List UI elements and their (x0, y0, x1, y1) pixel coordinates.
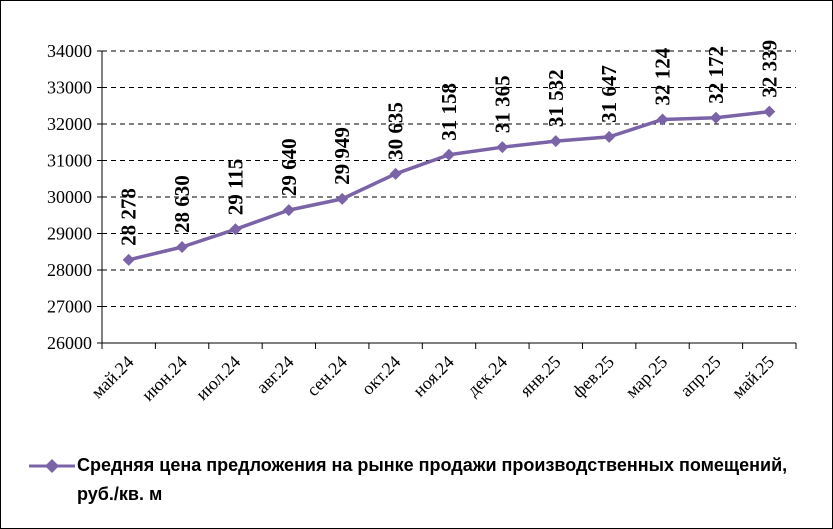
x-tick-label: сен.24 (303, 352, 351, 400)
data-label: 30 635 (384, 102, 408, 160)
data-point-marker (229, 223, 242, 236)
x-tick-label: июн.24 (138, 352, 191, 405)
data-label: 31 365 (490, 75, 514, 133)
axes (97, 50, 797, 349)
data-label: 29 640 (277, 138, 301, 196)
legend: Средняя цена предложения на рынке продаж… (29, 451, 819, 509)
legend-line-marker-icon (29, 459, 75, 473)
y-tick-label: 28000 (47, 260, 92, 280)
y-tick-label: 29000 (47, 224, 92, 244)
y-tick-label: 26000 (47, 333, 92, 353)
data-point-marker (603, 130, 616, 143)
legend-entry-label: Средняя цена предложения на рынке продаж… (77, 455, 788, 504)
x-tick-labels: май.24 июн.24 июл.24 авг.24 сен.24 окт.24 ноя.… (87, 352, 778, 405)
data-point-marker (549, 135, 562, 148)
x-tick-label: янв.25 (516, 352, 565, 401)
data-labels: 28 278 28 630 29 115 29 640 29 949 30 635 31 1… (117, 40, 782, 246)
data-label: 31 532 (544, 69, 568, 127)
data-label: 28 630 (170, 175, 194, 233)
data-point-marker (443, 148, 455, 161)
data-point-marker (763, 105, 776, 118)
y-tick-labels: 26000 27000 28000 29000 30000 31000 32000 33000… (47, 41, 92, 353)
x-tick-label: май.24 (87, 352, 137, 402)
x-tick-label: дек.24 (463, 352, 511, 400)
data-label: 29 115 (223, 159, 247, 216)
gridlines (102, 50, 796, 307)
y-tick-label: 27000 (47, 297, 92, 317)
data-label: 28 278 (117, 188, 141, 246)
x-tick-label: июл.24 (192, 352, 244, 404)
x-tick-label: ноя.24 (409, 352, 458, 401)
data-point-marker (656, 113, 669, 126)
series-line-group (122, 105, 776, 266)
y-tick-label: 34000 (47, 41, 92, 61)
x-tick-label: фев.25 (568, 352, 618, 402)
y-tick-label: 33000 (47, 78, 92, 98)
data-point-marker (176, 241, 189, 254)
data-point-marker (336, 192, 349, 205)
data-label: 31 647 (597, 65, 621, 123)
data-point-marker (122, 253, 135, 266)
x-tick-label: мар.25 (621, 352, 671, 402)
x-tick-label: апр.25 (676, 352, 725, 401)
data-label: 32 172 (704, 46, 728, 104)
y-tick-label: 31000 (47, 151, 92, 171)
data-point-marker (709, 111, 722, 124)
x-tick-label: окт.24 (357, 352, 404, 399)
data-label: 32 124 (651, 47, 675, 105)
data-point-marker (389, 167, 402, 180)
x-tick-label: авг.24 (252, 352, 297, 397)
y-tick-label: 30000 (47, 187, 92, 207)
data-label: 31 158 (437, 83, 461, 141)
data-point-marker (496, 141, 509, 154)
data-label: 29 949 (330, 127, 354, 185)
data-label: 32 339 (757, 40, 781, 98)
y-tick-label: 32000 (47, 114, 92, 134)
x-tick-label: май.25 (728, 352, 778, 402)
data-point-marker (282, 204, 295, 217)
